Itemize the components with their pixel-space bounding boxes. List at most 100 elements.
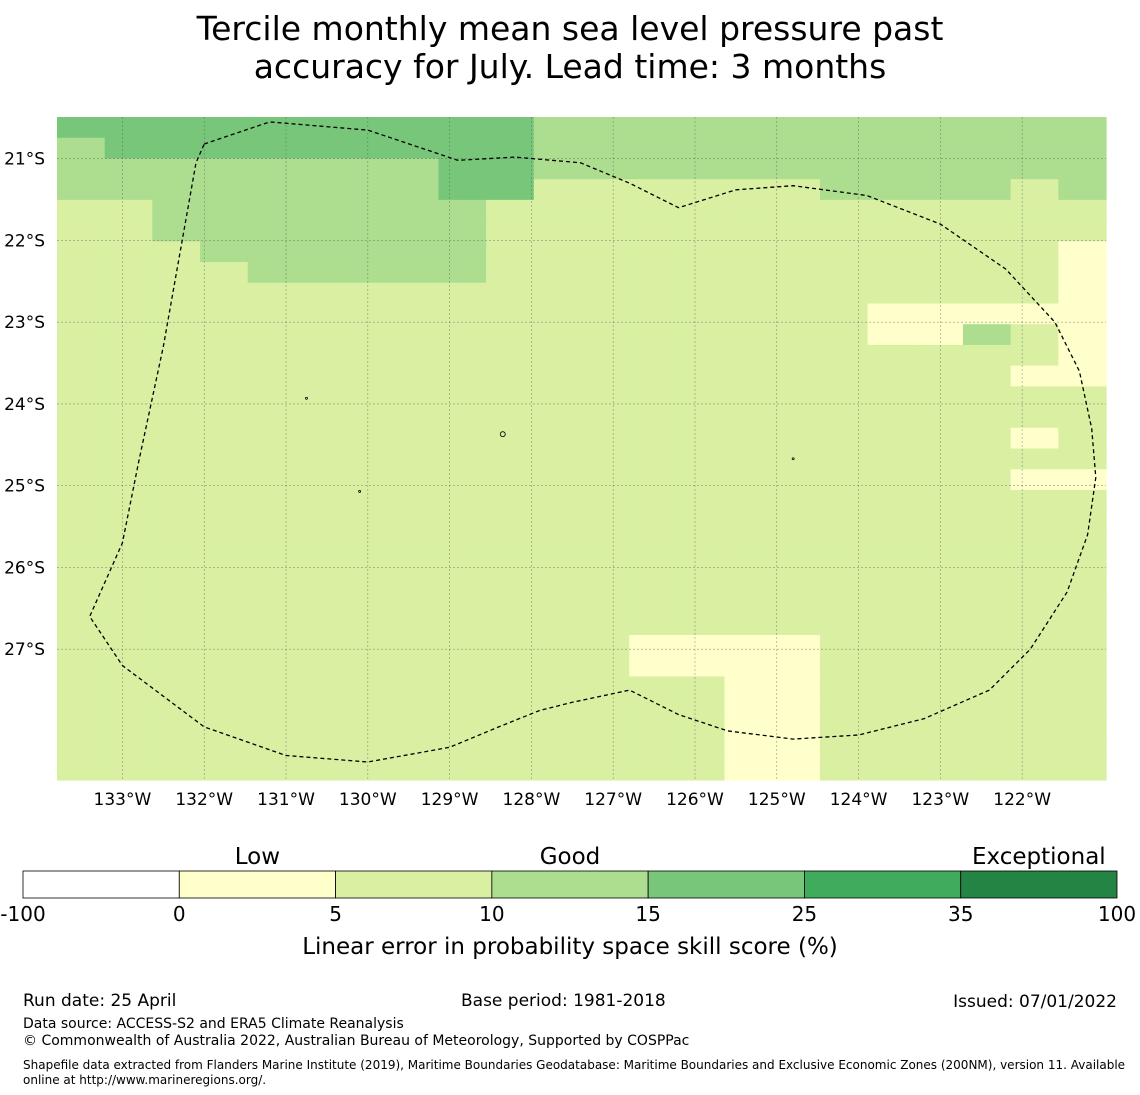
skill-cell [390,759,440,781]
skill-cell [486,282,535,305]
skill-cell [343,220,392,242]
skill-cell [533,614,583,636]
skill-cell [486,469,535,491]
skill-cell [438,614,487,636]
skill-cell [486,137,535,160]
skill-cell [676,324,726,346]
skill-cell [915,407,964,429]
latitude-tick-label: 21°S [4,150,45,170]
skill-cell [915,510,964,532]
colorbar-category-labels: Low Good Exceptional [235,844,1106,870]
colorbar-segment [178,870,336,899]
skill-cell [247,262,297,284]
skill-cell [200,510,249,532]
skill-cell [533,179,583,201]
longitude-tick-label: 126°W [666,790,724,810]
skill-cell [486,407,535,429]
skill-cell [200,282,249,305]
skill-cell [295,241,344,263]
skill-cell [915,241,964,263]
colorbar [22,870,1118,899]
skill-cell [533,407,583,429]
skill-cell [390,427,440,450]
skill-cell [533,572,583,595]
skill-cell [724,324,773,346]
skill-cell [247,572,297,595]
skill-cell [104,614,153,636]
skill-cell [152,427,201,450]
skill-cell [104,407,153,429]
skill-cell [486,697,535,719]
longitude-tick-label: 132°W [175,790,233,810]
longitude-tick-labels: 133°W 132°W 131°W 130°W 129°W 128°W 127°W 126°W… [94,790,1052,810]
skill-cell [867,738,916,760]
longitude-tick-label: 124°W [830,790,888,810]
skill-cell [1010,676,1059,698]
skill-cell [533,220,583,242]
latitude-tick-label: 24°S [4,395,45,415]
skill-cell [915,634,964,657]
skill-cell [915,137,964,160]
skill-cell [962,220,1012,242]
skill-cell [390,655,440,678]
skill-cell [962,262,1012,284]
skill-cell [533,593,583,615]
skill-cell [819,531,869,553]
skill-cell [1058,427,1107,450]
skill-cell [867,552,916,574]
skill-cell [390,407,440,429]
skill-cell [867,282,916,305]
skill-cell [343,697,392,719]
skill-cell [57,510,106,532]
skill-cell [962,179,1012,201]
skill-cell [819,262,869,284]
skill-cell [772,282,821,305]
skill-cell [152,572,201,595]
skill-cell [772,634,821,657]
skill-cell [724,759,773,781]
skill-cell [390,448,440,470]
skill-cell [581,717,630,740]
skill-cell [915,386,964,408]
skill-cell [486,614,535,636]
skill-cell [438,655,487,678]
skill-cell [772,220,821,242]
skill-cell [867,179,916,201]
skill-cell [629,614,678,636]
skill-cell [1058,199,1107,222]
longitude-tick-label: 129°W [421,790,479,810]
skill-cell [104,137,153,160]
skill-cell [104,572,153,595]
skill-cell [724,510,773,532]
skill-cell [962,510,1012,532]
skill-cell [247,220,297,242]
skill-cell [247,365,297,387]
skill-cell [581,158,630,180]
skill-cell [295,614,344,636]
skill-cell [104,241,153,263]
skill-cell [724,407,773,429]
skill-cell [819,614,869,636]
skill-cell [676,717,726,740]
skill-cell [200,676,249,698]
skill-cell [486,324,535,346]
skill-cell [152,614,201,636]
skill-cell [676,137,726,160]
skill-cell [581,282,630,305]
colorbar-tick-label: 15 [635,902,660,926]
skill-cell [200,552,249,574]
skill-cell [819,510,869,532]
skill-cell [533,676,583,698]
skill-cell [962,324,1012,346]
skill-cell [724,469,773,491]
issued-date: Issued: 07/01/2022 [953,992,1117,1012]
skill-cell [629,469,678,491]
run-date: Run date: 25 April [23,991,177,1011]
skill-cell [533,510,583,532]
skill-cell [438,717,487,740]
skill-cell [819,407,869,429]
skill-cell [676,365,726,387]
skill-cell [724,386,773,408]
skill-cell [629,241,678,263]
skill-cell [104,344,153,367]
